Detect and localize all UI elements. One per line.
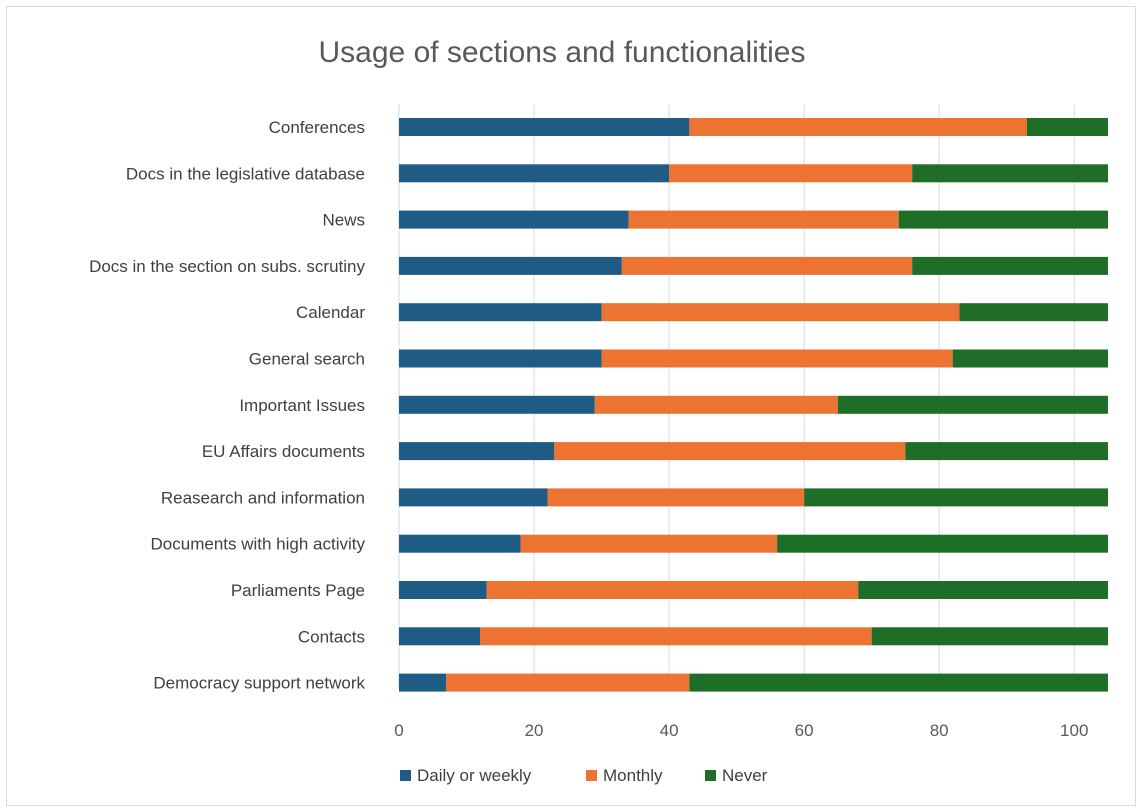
- legend-label: Monthly: [603, 766, 663, 785]
- bar-segment: [399, 164, 670, 183]
- x-tick-label: 0: [394, 721, 403, 740]
- category-label: Docs in the legislative database: [126, 164, 365, 183]
- bar-segment: [399, 210, 629, 229]
- bar-segment: [898, 210, 1108, 229]
- bar-segment: [621, 256, 913, 275]
- legend-swatch: [400, 770, 411, 781]
- legend-swatch: [586, 770, 597, 781]
- bar-segment: [399, 673, 447, 692]
- bar-segment: [912, 164, 1108, 183]
- bar-segment: [912, 256, 1108, 275]
- category-label: Documents with high activity: [151, 535, 366, 554]
- bar-segment: [480, 627, 872, 646]
- legend-label: Daily or weekly: [417, 766, 532, 785]
- bar-segment: [399, 627, 481, 646]
- bars: [399, 118, 1108, 692]
- category-label: Reasearch and information: [161, 488, 365, 507]
- bar-segment: [446, 673, 690, 692]
- x-tick-label: 60: [795, 721, 814, 740]
- x-tick-label: 40: [660, 721, 679, 740]
- x-tick-label: 20: [525, 721, 544, 740]
- category-labels: Conferences Docs in the legislative datab…: [89, 118, 365, 693]
- category-label: Contacts: [298, 627, 365, 646]
- category-label: Important Issues: [239, 396, 365, 415]
- x-tick-label: 100: [1060, 721, 1088, 740]
- category-label: News: [322, 211, 365, 230]
- legend-swatch: [705, 770, 716, 781]
- bar-segment: [689, 118, 1027, 136]
- bar-segment: [601, 303, 960, 322]
- legend-label: Never: [722, 766, 768, 785]
- bar-segment: [399, 256, 622, 275]
- bar-segment: [399, 442, 555, 461]
- bar-segment: [399, 488, 548, 507]
- category-label: Democracy support network: [153, 674, 365, 693]
- bar-segment: [399, 534, 521, 553]
- bar-segment: [554, 442, 906, 461]
- category-label: Docs in the section on subs. scrutiny: [89, 257, 365, 276]
- x-tick-label: 80: [930, 721, 949, 740]
- bar-segment: [952, 349, 1108, 368]
- gridlines: [398, 104, 1075, 687]
- bar-segment: [399, 395, 595, 414]
- category-label: Parliaments Page: [231, 581, 365, 600]
- bar-segment: [804, 488, 1108, 507]
- bar-segment: [399, 303, 602, 322]
- bar-segment: [547, 488, 805, 507]
- x-tick-labels: 0 20 40 60 80 100: [394, 721, 1088, 740]
- bar-segment: [594, 395, 838, 414]
- chart-frame: Usage of sections and functionalities Co…: [6, 6, 1136, 806]
- bar-segment: [837, 395, 1108, 414]
- chart: Usage of sections and functionalities Co…: [89, 36, 1108, 785]
- bar-segment: [399, 349, 602, 368]
- bar-segment: [959, 303, 1108, 322]
- bar-segment: [520, 534, 778, 553]
- bar-segment: [399, 118, 690, 136]
- bar-segment: [858, 581, 1108, 599]
- bar-segment: [669, 164, 913, 183]
- bar-segment: [1026, 118, 1108, 136]
- bar-segment: [777, 534, 1108, 553]
- bar-segment: [871, 627, 1108, 646]
- category-label: EU Affairs documents: [202, 442, 365, 461]
- category-label: Conferences: [269, 118, 365, 137]
- chart-title: Usage of sections and functionalities: [319, 36, 806, 69]
- bar-segment: [486, 581, 859, 599]
- bar-segment: [628, 210, 899, 229]
- bar-segment: [601, 349, 953, 368]
- category-label: Calendar: [296, 303, 365, 322]
- bar-segment: [399, 581, 487, 599]
- legend: Daily or weekly Monthly Never: [400, 766, 768, 785]
- category-label: General search: [249, 350, 365, 369]
- bar-segment: [689, 673, 1108, 692]
- bar-segment: [905, 442, 1108, 461]
